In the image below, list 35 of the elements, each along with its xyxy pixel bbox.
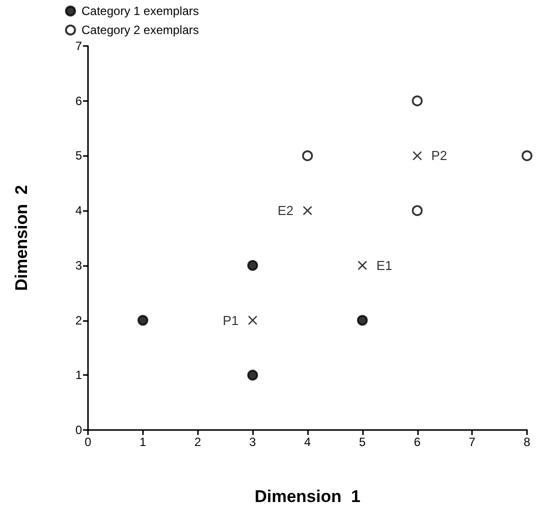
y-tick-label: 5 bbox=[75, 148, 82, 163]
point bbox=[412, 95, 423, 106]
x-tick-label: 5 bbox=[359, 435, 366, 449]
y-tick-label: 6 bbox=[75, 94, 82, 108]
x-tick-label: 8 bbox=[524, 435, 531, 449]
x-tick-label: 4 bbox=[304, 435, 312, 449]
y-tick-label: 4 bbox=[75, 204, 82, 218]
x-tick-label: 7 bbox=[468, 435, 476, 449]
point bbox=[356, 314, 368, 326]
x-tick-label: 1 bbox=[140, 435, 147, 449]
y-axis-title: Dimension 2 bbox=[12, 185, 31, 291]
annotation: P1 bbox=[222, 312, 239, 328]
x-tick-label: 2 bbox=[194, 435, 202, 449]
y-tick-label: 0 bbox=[75, 423, 82, 437]
y-tick-label: 1 bbox=[75, 368, 82, 382]
annotation: P2 bbox=[431, 148, 448, 164]
point bbox=[358, 260, 367, 270]
legend-label: Category 2 exemplars bbox=[82, 23, 199, 37]
y-tick-label: 2 bbox=[75, 313, 82, 328]
annotation: E1 bbox=[376, 258, 392, 273]
point bbox=[248, 316, 258, 325]
point bbox=[412, 205, 423, 216]
point bbox=[137, 314, 148, 326]
x-tick-label: 3 bbox=[249, 435, 256, 449]
point bbox=[247, 260, 258, 271]
y-tick-label: 7 bbox=[75, 39, 82, 53]
x-tick-label: 0 bbox=[84, 435, 92, 449]
x-tick-label: 6 bbox=[414, 435, 421, 449]
point bbox=[302, 150, 313, 162]
legend-label: Category 1 exemplars bbox=[82, 4, 199, 18]
y-tick-label: 3 bbox=[75, 258, 82, 272]
point bbox=[247, 370, 258, 381]
annotation: E2 bbox=[278, 203, 294, 218]
x-axis-title: Dimension 1 bbox=[254, 487, 360, 506]
point bbox=[522, 150, 532, 162]
